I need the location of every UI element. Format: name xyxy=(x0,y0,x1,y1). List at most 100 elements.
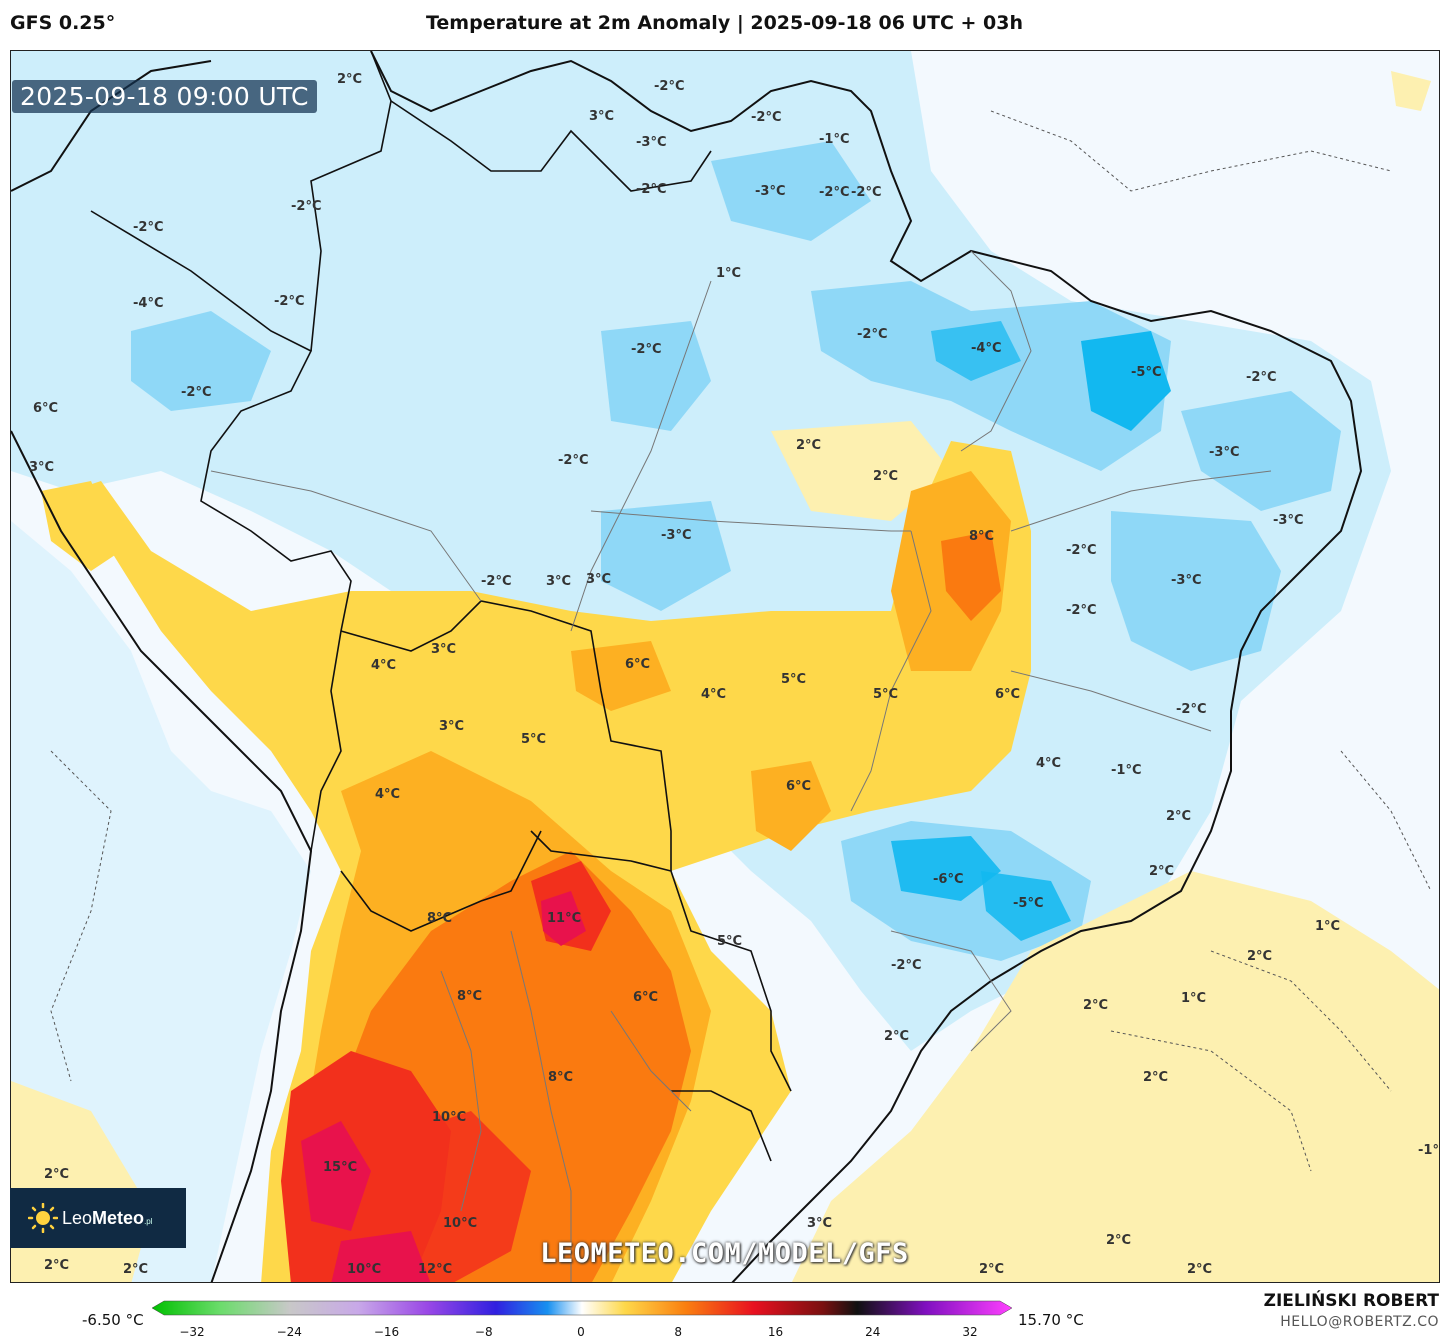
sun-icon xyxy=(27,1202,59,1234)
contour-lines xyxy=(50,110,1432,1172)
colorbar-tick-label: 32 xyxy=(962,1325,978,1338)
colorbar-tick-label: 8 xyxy=(674,1325,683,1338)
anomaly-label: -1°C xyxy=(1418,1143,1440,1158)
anomaly-label: -2°C xyxy=(851,185,881,200)
anomaly-label: -2°C xyxy=(274,294,304,309)
anomaly-label: -2°C xyxy=(481,574,511,589)
anomaly-label: 2°C xyxy=(123,1262,148,1277)
anomaly-label: -3°C xyxy=(661,528,691,543)
anomaly-label: -2°C xyxy=(1176,702,1206,717)
anomaly-label: -2°C xyxy=(1066,603,1096,618)
anomaly-label: -3°C xyxy=(1171,573,1201,588)
anomaly-label: 10°C xyxy=(432,1110,466,1125)
anomaly-label: 2°C xyxy=(1143,1070,1168,1085)
anomaly-label: 6°C xyxy=(33,401,58,416)
state-borders xyxy=(210,250,1272,1282)
anomaly-label: 5°C xyxy=(781,672,806,687)
anomaly-label: 8°C xyxy=(548,1070,573,1085)
valid-time-badge: 2025-09-18 09:00 UTC xyxy=(12,80,317,113)
anomaly-label: -4°C xyxy=(133,296,163,311)
anomaly-label: 12°C xyxy=(418,1262,452,1277)
anomaly-labels: 2°C 3°C -2°C -2°C -2°C -3°C -2°C -1°C -2°C -2°C -2… xyxy=(29,72,1440,1277)
anomaly-label: -2°C xyxy=(291,199,321,214)
anomaly-label: -5°C xyxy=(1131,365,1161,380)
anomaly-label: -2°C xyxy=(857,327,887,342)
anomaly-label: -5°C xyxy=(1013,896,1043,911)
anomaly-label: -2°C xyxy=(558,453,588,468)
anomaly-label: -3°C xyxy=(1273,513,1303,528)
anomaly-label: 1°C xyxy=(1315,919,1340,934)
anomaly-label: -2°C xyxy=(1246,370,1276,385)
country-borders xyxy=(90,51,792,1162)
anomaly-label: -1°C xyxy=(1111,763,1141,778)
colorbar-tick-label: −24 xyxy=(276,1325,302,1338)
anomaly-label: 8°C xyxy=(457,989,482,1004)
anomaly-label: 1°C xyxy=(716,266,741,281)
anomaly-label: 2°C xyxy=(44,1167,69,1182)
anomaly-label: 2°C xyxy=(873,469,898,484)
colorbar-tick-label: 0 xyxy=(577,1325,585,1338)
anomaly-label: 1°C xyxy=(1181,991,1206,1006)
colorbar-tick-label: −16 xyxy=(373,1325,400,1338)
colorbar-max-label: 15.70 °C xyxy=(1018,1311,1084,1329)
anomaly-label: -4°C xyxy=(971,341,1001,356)
anomaly-label: 15°C xyxy=(323,1160,357,1175)
anomaly-label: -2°C xyxy=(1066,543,1096,558)
anomaly-label: 4°C xyxy=(701,687,726,702)
colorbar-min-label: -6.50 °C xyxy=(82,1311,144,1329)
anomaly-label: 5°C xyxy=(873,687,898,702)
anomaly-label: 2°C xyxy=(44,1258,69,1273)
anomaly-label: 2°C xyxy=(1149,864,1174,879)
anomaly-label: 10°C xyxy=(347,1262,381,1277)
anomaly-label: 8°C xyxy=(427,911,452,926)
anomaly-label: -1°C xyxy=(819,132,849,147)
anomaly-label: -2°C xyxy=(751,110,781,125)
anomaly-label: 2°C xyxy=(1247,949,1272,964)
colorbar-tick-label: 24 xyxy=(865,1325,881,1338)
extreme-anomaly-areas xyxy=(301,891,586,1282)
anomaly-label: 2°C xyxy=(884,1029,909,1044)
anomaly-label: 3°C xyxy=(807,1216,832,1231)
anomaly-label: 6°C xyxy=(633,990,658,1005)
anomaly-label: -2°C xyxy=(891,958,921,973)
author-credit: ZIELIŃSKI ROBERT xyxy=(1263,1291,1439,1311)
anomaly-label: 5°C xyxy=(717,934,742,949)
anomaly-label: -6°C xyxy=(933,872,963,887)
anomaly-label: 3°C xyxy=(431,642,456,657)
anomaly-label: 2°C xyxy=(1083,998,1108,1013)
anomaly-label: 2°C xyxy=(337,72,362,87)
anomaly-label: 6°C xyxy=(786,779,811,794)
watermark-url: LEOMETEO.COM/MODEL/GFS xyxy=(540,1238,909,1269)
anomaly-map: 2°C 3°C -2°C -2°C -2°C -3°C -2°C -1°C -2°C -2°C -2… xyxy=(10,50,1440,1283)
anomaly-label: -2°C xyxy=(654,79,684,94)
anomaly-label: 4°C xyxy=(371,658,396,673)
very-cold-cores xyxy=(891,321,1171,941)
anomaly-label: 5°C xyxy=(521,732,546,747)
anomaly-label: 6°C xyxy=(995,687,1020,702)
model-name: GFS 0.25° xyxy=(10,12,116,34)
anomaly-label: 2°C xyxy=(1187,1262,1212,1277)
colorbar-tick-label: −8 xyxy=(474,1325,493,1338)
anomaly-label: 2°C xyxy=(1166,809,1191,824)
map-title: Temperature at 2m Anomaly | 2025-09-18 0… xyxy=(425,12,1024,34)
anomaly-label: 11°C xyxy=(547,911,581,926)
colorbar-tick-label: 16 xyxy=(767,1325,784,1338)
anomaly-label: -3°C xyxy=(636,135,666,150)
leometeo-logo: LeoMeteo.pl xyxy=(10,1188,186,1248)
anomaly-label: 3°C xyxy=(546,574,571,589)
anomaly-label: -2°C xyxy=(631,342,661,357)
anomaly-label: 3°C xyxy=(589,109,614,124)
anomaly-label: -2°C xyxy=(133,220,163,235)
anomaly-label: 8°C xyxy=(969,529,994,544)
anomaly-label: 3°C xyxy=(439,719,464,734)
colorbar xyxy=(152,1300,1012,1316)
anomaly-label: 6°C xyxy=(625,657,650,672)
anomaly-label: 3°C xyxy=(29,460,54,475)
colorbar-tick-label: −32 xyxy=(179,1325,205,1338)
anomaly-label: 2°C xyxy=(1106,1233,1131,1248)
cold-anomaly-areas xyxy=(131,141,1341,961)
map-canvas: 2°C 3°C -2°C -2°C -2°C -3°C -2°C -1°C -2°C -2°C -2… xyxy=(11,51,1440,1282)
anomaly-label: 4°C xyxy=(1036,756,1061,771)
anomaly-label: -2°C xyxy=(636,182,666,197)
anomaly-label: 3°C xyxy=(586,572,611,587)
